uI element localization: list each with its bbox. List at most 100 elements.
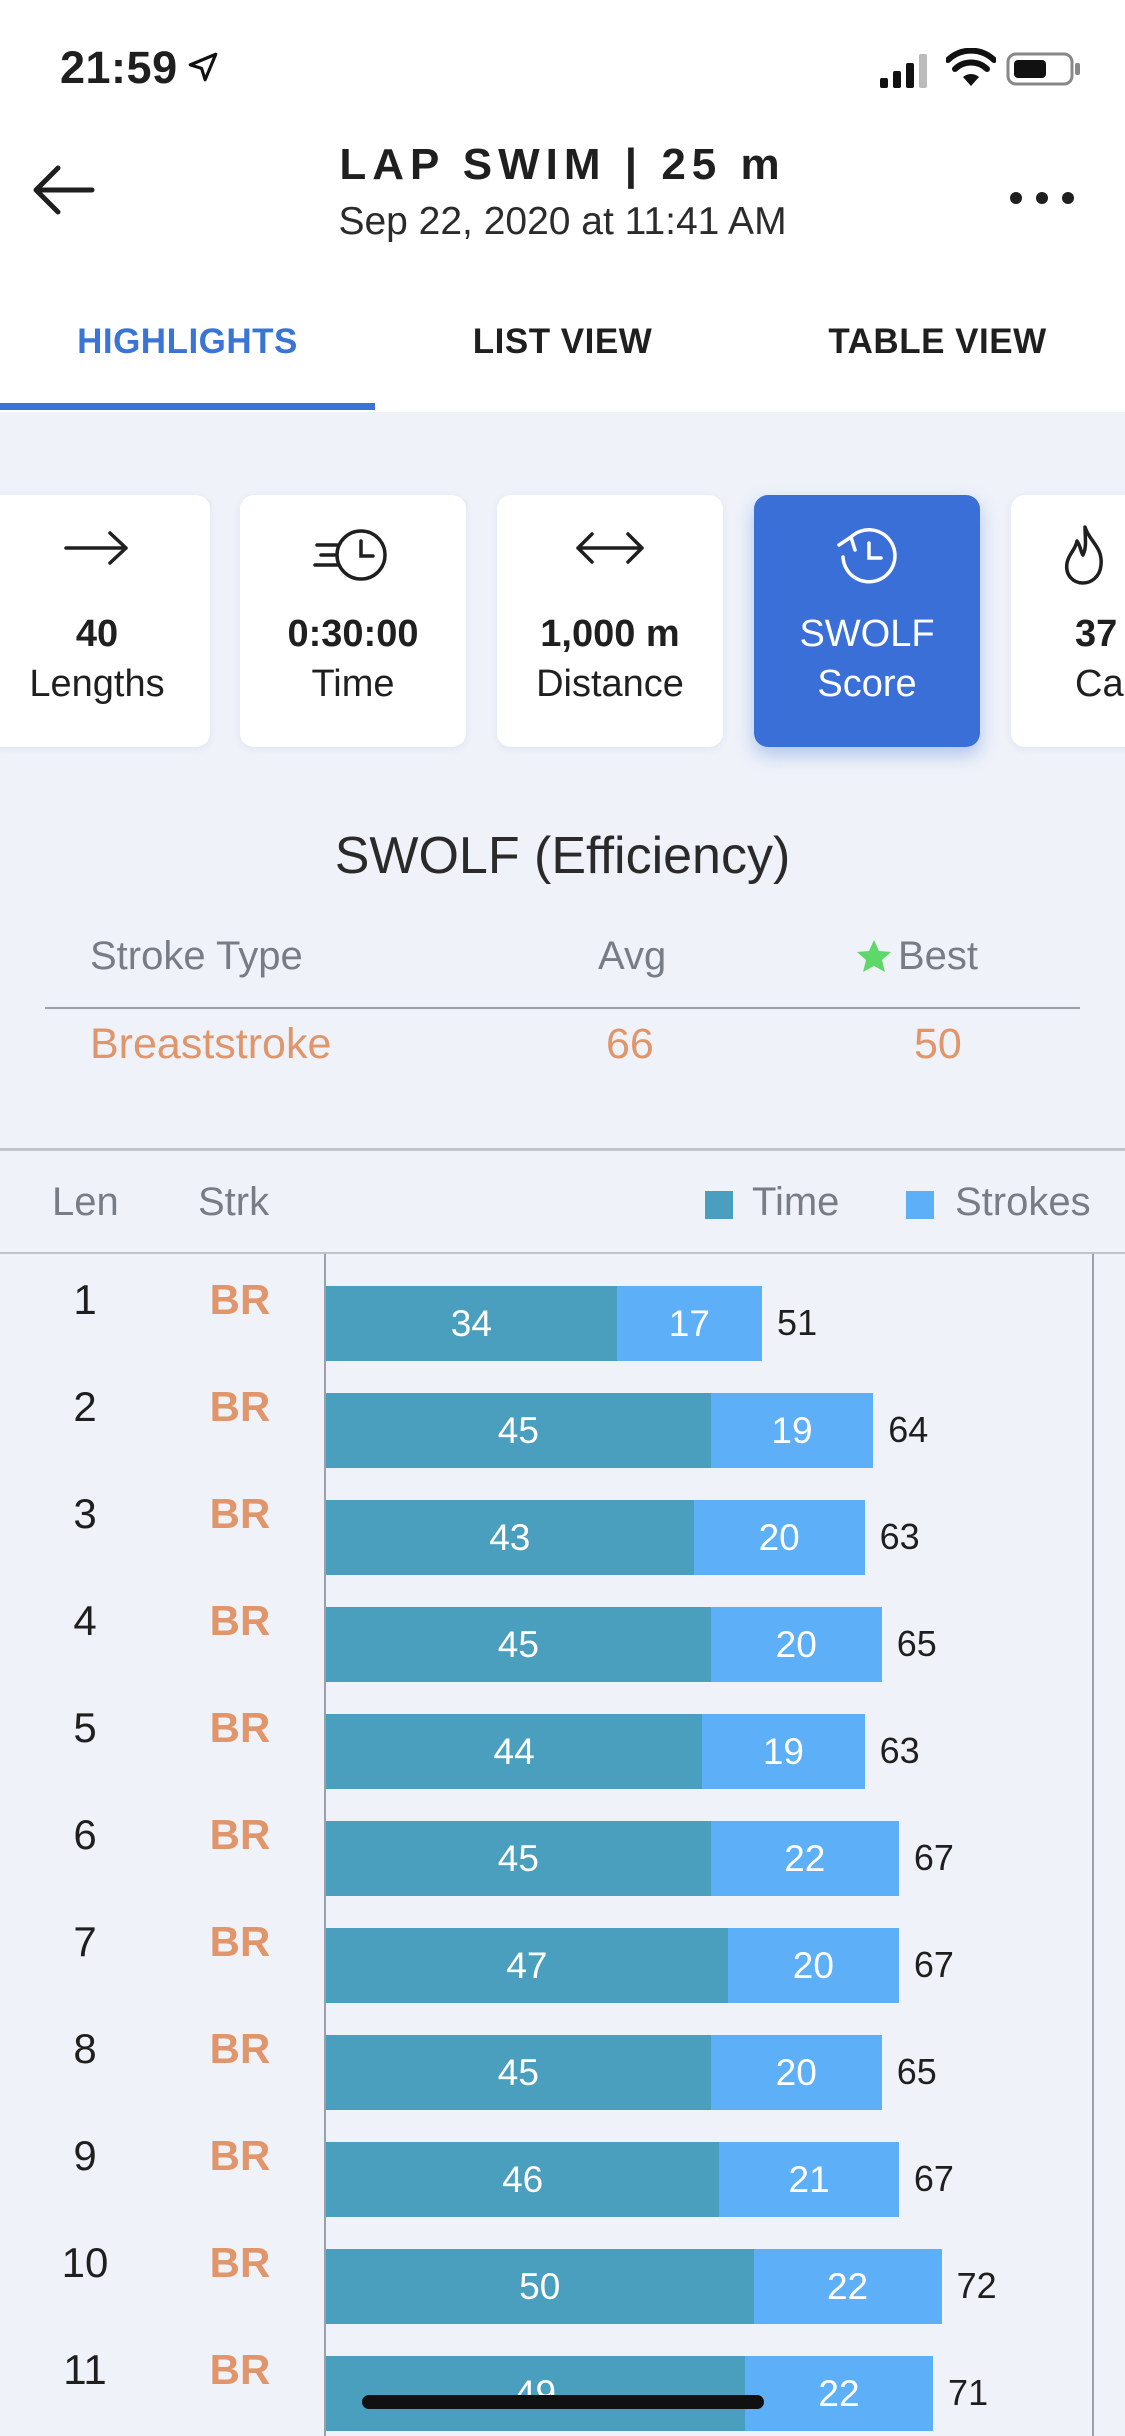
stat-value: 1,000 m bbox=[540, 613, 680, 655]
stat-value: 0:30:00 bbox=[287, 613, 419, 655]
total-label: 72 bbox=[956, 2265, 997, 2306]
bar-time: 45 bbox=[326, 1607, 711, 1682]
active-tab-indicator bbox=[0, 403, 375, 410]
table-row: 4 BR 45 20 65 bbox=[0, 1575, 1125, 1682]
total-label: 63 bbox=[879, 1516, 920, 1557]
bar-time: 47 bbox=[326, 1928, 728, 2003]
stat-value: 40 bbox=[75, 613, 119, 655]
stroke-code: BR bbox=[209, 1918, 271, 1965]
stroke-code: BR bbox=[209, 1383, 271, 1430]
length-chart: 1 BR 34 17 51 2 BR 45 19 64 3 BR 43 20 63 4 BR 45 20 65 5 BR 4… bbox=[0, 1254, 1125, 2436]
page-subtitle: Sep 22, 2020 at 11:41 AM bbox=[338, 200, 787, 243]
legend-swatch-strokes bbox=[906, 1191, 934, 1219]
stroke-code: BR bbox=[209, 1597, 271, 1644]
table-row: 8 BR 45 20 65 bbox=[0, 2003, 1125, 2110]
more-options-icon[interactable] bbox=[1008, 190, 1076, 206]
length-number: 1 bbox=[73, 1276, 97, 1323]
section-title: SWOLF (Efficiency) bbox=[334, 827, 791, 885]
tab-table-view[interactable]: TABLE VIEW bbox=[828, 322, 1047, 361]
home-indicator[interactable] bbox=[362, 2395, 764, 2409]
avg-value: 66 bbox=[606, 1020, 654, 1068]
table-row: 9 BR 46 21 67 bbox=[0, 2110, 1125, 2217]
stroke-code: BR bbox=[209, 1276, 271, 1323]
stroke-code: BR bbox=[209, 1811, 271, 1858]
bar-time: 50 bbox=[326, 2249, 754, 2324]
divider bbox=[0, 1252, 1125, 1254]
bar-strokes: 19 bbox=[710, 1393, 874, 1468]
cellular-signal-icon bbox=[880, 54, 927, 88]
stroke-code: BR bbox=[209, 2025, 271, 2072]
back-arrow-icon[interactable] bbox=[30, 162, 96, 218]
stroke-code: BR bbox=[209, 2346, 271, 2393]
bar-strokes: 17 bbox=[616, 1286, 763, 1361]
chart-axis bbox=[324, 1254, 326, 2436]
column-header-len: Len bbox=[52, 1180, 119, 1224]
table-row: 5 BR 44 19 63 bbox=[0, 1682, 1125, 1789]
chart-right-edge bbox=[1092, 1254, 1094, 2436]
wifi-icon bbox=[946, 48, 996, 86]
bar-strokes: 22 bbox=[744, 2356, 934, 2431]
stat-card-distance[interactable]: 1,000 m Distance bbox=[497, 495, 723, 747]
bar-time: 45 bbox=[326, 1393, 711, 1468]
length-number: 3 bbox=[73, 1490, 97, 1537]
stat-label: Lengths bbox=[29, 663, 165, 705]
tab-list-view[interactable]: LIST VIEW bbox=[472, 322, 653, 361]
location-arrow-icon bbox=[188, 52, 218, 82]
length-number: 4 bbox=[73, 1597, 97, 1644]
stroke-type-value: Breaststroke bbox=[90, 1020, 332, 1068]
length-number: 6 bbox=[73, 1811, 97, 1858]
bar-strokes: 22 bbox=[753, 2249, 942, 2324]
star-icon bbox=[857, 940, 891, 972]
total-label: 63 bbox=[879, 1730, 920, 1771]
stat-label: Score bbox=[817, 663, 917, 705]
length-number: 10 bbox=[61, 2239, 109, 2286]
bar-time: 43 bbox=[326, 1500, 694, 1575]
battery-icon bbox=[1006, 52, 1080, 86]
total-label: 65 bbox=[896, 1623, 937, 1664]
table-row: 2 BR 45 19 64 bbox=[0, 1361, 1125, 1468]
legend-swatch-time bbox=[705, 1191, 733, 1219]
bar-time: 45 bbox=[326, 1821, 711, 1896]
bar-strokes: 21 bbox=[719, 2142, 899, 2217]
clock-refresh-icon bbox=[837, 528, 897, 584]
stat-card-calories[interactable]: 37 Calo bbox=[1011, 495, 1125, 747]
stat-value: SWOLF bbox=[799, 613, 935, 655]
stat-card-swolf[interactable]: SWOLF Score bbox=[754, 495, 980, 747]
bar-strokes: 19 bbox=[702, 1714, 865, 1789]
arrows-horizontal-icon bbox=[576, 532, 644, 564]
column-header-strk: Strk bbox=[198, 1180, 270, 1224]
stat-card-time[interactable]: 0:30:00 Time bbox=[240, 495, 466, 747]
bar-strokes: 20 bbox=[710, 1607, 882, 1682]
length-number: 2 bbox=[73, 1383, 97, 1430]
bar-time: 49 bbox=[326, 2356, 745, 2431]
fast-clock-icon bbox=[313, 529, 387, 581]
flame-icon bbox=[1064, 525, 1103, 585]
table-row: 10 BR 50 22 72 bbox=[0, 2217, 1125, 2324]
header-avg: Avg bbox=[598, 934, 667, 978]
table-row: 3 BR 43 20 63 bbox=[0, 1468, 1125, 1575]
bar-time: 45 bbox=[326, 2035, 711, 2110]
bar-time: 34 bbox=[326, 1286, 617, 1361]
tab-highlights[interactable]: HIGHLIGHTS bbox=[77, 322, 298, 361]
length-number: 11 bbox=[63, 2346, 107, 2393]
stat-value: 37 bbox=[1075, 613, 1118, 655]
total-label: 67 bbox=[913, 1944, 954, 1985]
best-value: 50 bbox=[914, 1020, 962, 1068]
table-row: 7 BR 47 20 67 bbox=[0, 1896, 1125, 2003]
length-number: 7 bbox=[73, 1918, 97, 1965]
page-title: LAP SWIM | 25 m bbox=[339, 140, 786, 189]
divider bbox=[45, 1007, 1080, 1009]
status-time: 21:59 bbox=[60, 42, 178, 93]
length-number: 8 bbox=[73, 2025, 97, 2072]
bar-strokes: 20 bbox=[710, 2035, 882, 2110]
total-label: 64 bbox=[888, 1409, 929, 1450]
header-background bbox=[0, 0, 1125, 412]
table-row: 11 BR 49 22 71 bbox=[0, 2324, 1125, 2431]
bar-time: 46 bbox=[326, 2142, 720, 2217]
table-row: 6 BR 45 22 67 bbox=[0, 1789, 1125, 1896]
stat-label: Time bbox=[311, 663, 395, 705]
stat-card-lengths[interactable]: 40 Lengths bbox=[0, 495, 210, 747]
stroke-code: BR bbox=[209, 1704, 271, 1751]
table-row: 1 BR 34 17 51 bbox=[0, 1254, 1125, 1361]
bar-strokes: 20 bbox=[693, 1500, 865, 1575]
